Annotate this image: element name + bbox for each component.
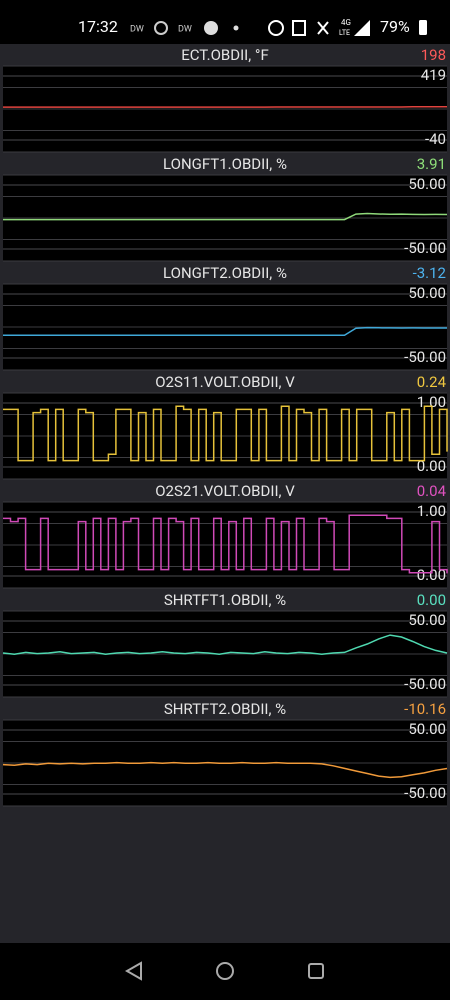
chart-title: SHRTFT2.OBDII, %: [164, 700, 286, 718]
nav-bar: [0, 943, 450, 1000]
data-line: [2, 761, 448, 779]
icon: [154, 21, 168, 35]
panel-header: [0, 698, 450, 720]
data-line: [3, 514, 448, 574]
data-line: [2, 634, 448, 656]
chart-title: LONGFT2.OBDII, %: [163, 264, 287, 282]
alarm-icon: [268, 20, 284, 36]
spotify-icon: [204, 21, 218, 35]
chart-title: ECT.OBDII, °F: [181, 46, 269, 64]
y-tick-label: 0.00: [417, 457, 446, 475]
y-tick-label: -50.00: [404, 239, 446, 257]
y-tick-label: 50.00: [408, 611, 446, 629]
current-value: 3.91: [417, 155, 446, 173]
y-tick-label: -50.00: [404, 348, 446, 366]
home-button[interactable]: [216, 962, 234, 980]
data-line: [3, 212, 448, 221]
battery-icon: [419, 20, 427, 35]
bluetooth-icon: [317, 21, 329, 35]
battery-level: 79%: [380, 17, 410, 36]
panel-header: [0, 589, 450, 611]
current-value: 198: [421, 46, 446, 64]
network-sub: LTE: [339, 29, 350, 37]
data-line: [3, 405, 448, 462]
y-tick-label: 50.00: [408, 175, 446, 193]
panel-header: [0, 44, 450, 66]
current-value: 0.00: [417, 591, 446, 609]
current-value: 0.24: [417, 373, 447, 391]
y-tick-label: 50.00: [408, 284, 446, 302]
chart-title: O2S11.VOLT.OBDII, V: [155, 373, 295, 391]
current-value: -3.12: [413, 264, 446, 282]
back-button[interactable]: [124, 961, 142, 981]
y-tick-label: -50.00: [404, 675, 446, 693]
recents-button[interactable]: [308, 963, 324, 979]
current-value: 0.04: [417, 482, 447, 500]
nfc-icon: [292, 20, 306, 36]
indicator: DW: [178, 24, 192, 34]
clock: 17:32: [78, 17, 118, 36]
panel-header: [0, 480, 450, 502]
chart-title: O2S21.VOLT.OBDII, V: [155, 482, 295, 500]
dot: [233, 25, 239, 31]
status-bar: [0, 0, 450, 44]
current-value: -10.16: [404, 700, 446, 718]
panel-header: [0, 371, 450, 393]
indicator: DW: [130, 24, 144, 34]
network: 4G: [341, 18, 351, 27]
y-tick-label: -40: [425, 130, 446, 148]
panel-header: [0, 153, 450, 175]
data-line: [3, 326, 447, 337]
y-tick-label: 419: [421, 66, 446, 84]
y-tick-label: -50.00: [404, 784, 446, 802]
y-tick-label: 50.00: [408, 720, 446, 738]
chart-title: LONGFT1.OBDII, %: [163, 155, 287, 173]
chart-title: SHRTFT1.OBDII, %: [164, 591, 286, 609]
signal-icon: [354, 20, 370, 36]
y-tick-label: 1.00: [417, 502, 446, 520]
panel-header: [0, 262, 450, 284]
y-tick-label: 0.00: [417, 566, 446, 584]
